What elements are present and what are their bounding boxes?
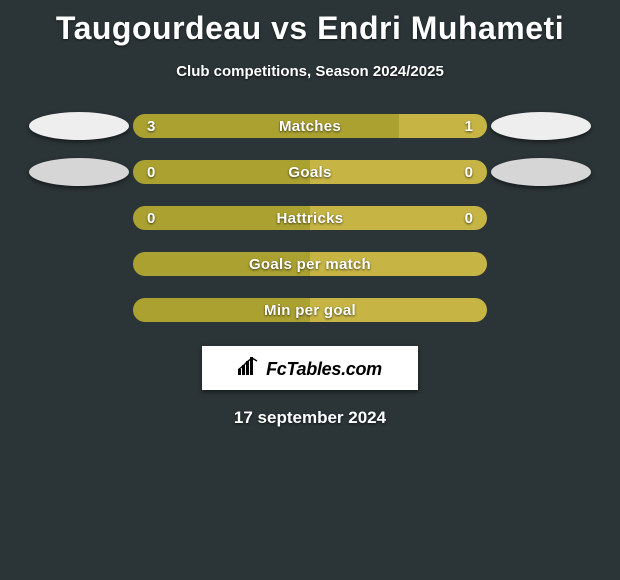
player-avatar-placeholder [29,112,129,140]
player-avatar-placeholder [491,158,591,186]
stat-bar: Goals per match [133,252,487,276]
stat-bar: 00Goals [133,160,487,184]
stat-label: Min per goal [133,298,487,322]
date-text: 17 september 2024 [0,408,620,428]
bar-chart-icon [238,357,260,375]
left-player-slot [25,112,133,140]
comparison-rows: 31Matches 00Goals 00Hattricks Goals per mat… [25,114,595,322]
stat-row: 00Goals [25,160,595,184]
stat-bar: Min per goal [133,298,487,322]
player-avatar-placeholder [491,112,591,140]
subtitle: Club competitions, Season 2024/2025 [0,63,620,80]
player-avatar-placeholder [29,158,129,186]
stat-row: 31Matches [25,114,595,138]
stat-label: Goals per match [133,252,487,276]
stat-label: Hattricks [133,206,487,230]
brand-text: FcTables.com [266,359,382,380]
left-player-slot [25,158,133,186]
stat-bar: 00Hattricks [133,206,487,230]
stat-label: Goals [133,160,487,184]
stat-row: 00Hattricks [25,206,595,230]
stat-label: Matches [133,114,487,138]
page-title: Taugourdeau vs Endri Muhameti [0,10,620,47]
right-player-slot [487,112,595,140]
right-player-slot [487,158,595,186]
brand-box[interactable]: FcTables.com [202,346,418,390]
card: Taugourdeau vs Endri Muhameti Club compe… [0,0,620,428]
stat-row: Goals per match [25,252,595,276]
brand: FcTables.com [238,357,382,380]
stat-bar: 31Matches [133,114,487,138]
stat-row: Min per goal [25,298,595,322]
